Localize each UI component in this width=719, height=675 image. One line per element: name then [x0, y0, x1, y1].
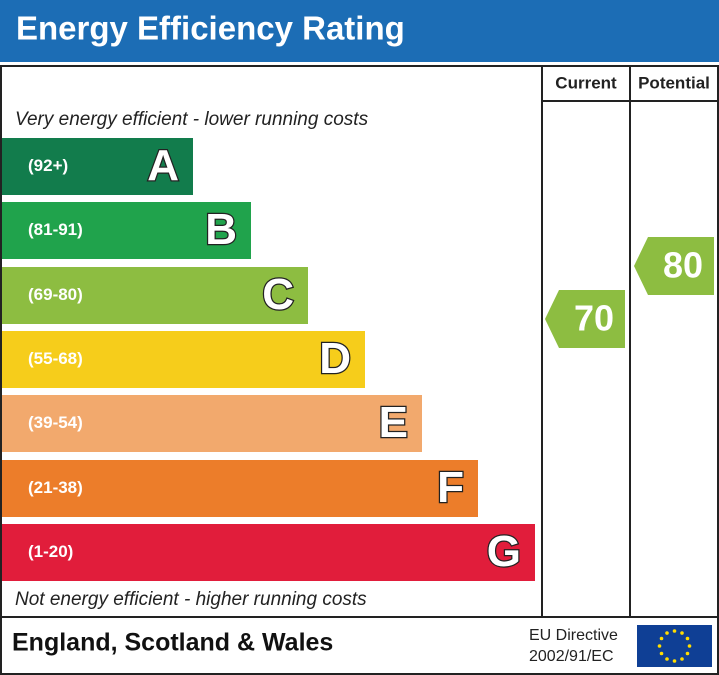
eu-star	[665, 657, 669, 661]
band-letter: F	[437, 463, 464, 512]
eu-star	[685, 651, 690, 656]
band	[2, 395, 422, 452]
band-range: (21-38)	[28, 478, 83, 497]
column-header: Current	[555, 73, 617, 92]
title: Energy Efficiency Rating	[16, 10, 405, 47]
eu-star	[685, 636, 690, 641]
directive: EU Directive	[529, 627, 618, 644]
region: England, Scotland & Wales	[12, 629, 333, 657]
eu-star	[687, 644, 692, 648]
eu-star	[659, 636, 664, 641]
eu-star	[680, 657, 684, 661]
band-letter: B	[205, 205, 237, 254]
current-value: 70	[574, 298, 614, 339]
band	[2, 267, 308, 324]
eu-stars	[657, 629, 692, 663]
band-range: (39-54)	[28, 413, 83, 432]
ratings: 70 80	[545, 237, 714, 348]
directive: 2002/91/EC	[529, 648, 614, 665]
eu-star	[657, 644, 662, 648]
eu-star	[680, 631, 684, 635]
eu-star	[672, 659, 677, 663]
eu-star	[665, 631, 669, 635]
band-range: (92+)	[28, 156, 68, 175]
top-note: Very energy efficient - lower running co…	[15, 109, 369, 130]
band	[2, 331, 365, 388]
band-range: (55-68)	[28, 349, 83, 368]
frame	[0, 65, 719, 675]
potential-value: 80	[663, 245, 703, 286]
band-letter: E	[379, 398, 408, 447]
title-bar	[0, 0, 719, 62]
band-letter: D	[319, 334, 351, 383]
band	[2, 138, 193, 195]
current-arrow	[545, 290, 625, 348]
band-range: (1-20)	[28, 542, 73, 561]
bottom-note: Not energy efficient - higher running co…	[15, 589, 367, 610]
band	[2, 524, 535, 581]
band-range: (69-80)	[28, 285, 83, 304]
eu-star	[672, 629, 677, 633]
band-letter: G	[487, 527, 521, 576]
band	[2, 202, 251, 259]
band-range: (81-91)	[28, 220, 83, 239]
band	[2, 460, 478, 517]
eu-star	[659, 651, 664, 656]
band-letter: C	[262, 270, 294, 319]
bands: (92+) A (81-91) B (69-80) C (55-68) D (39-54) E (2…	[2, 138, 535, 581]
column-header: Potential	[638, 73, 710, 92]
potential-arrow	[634, 237, 714, 295]
band-letter: A	[147, 141, 179, 190]
